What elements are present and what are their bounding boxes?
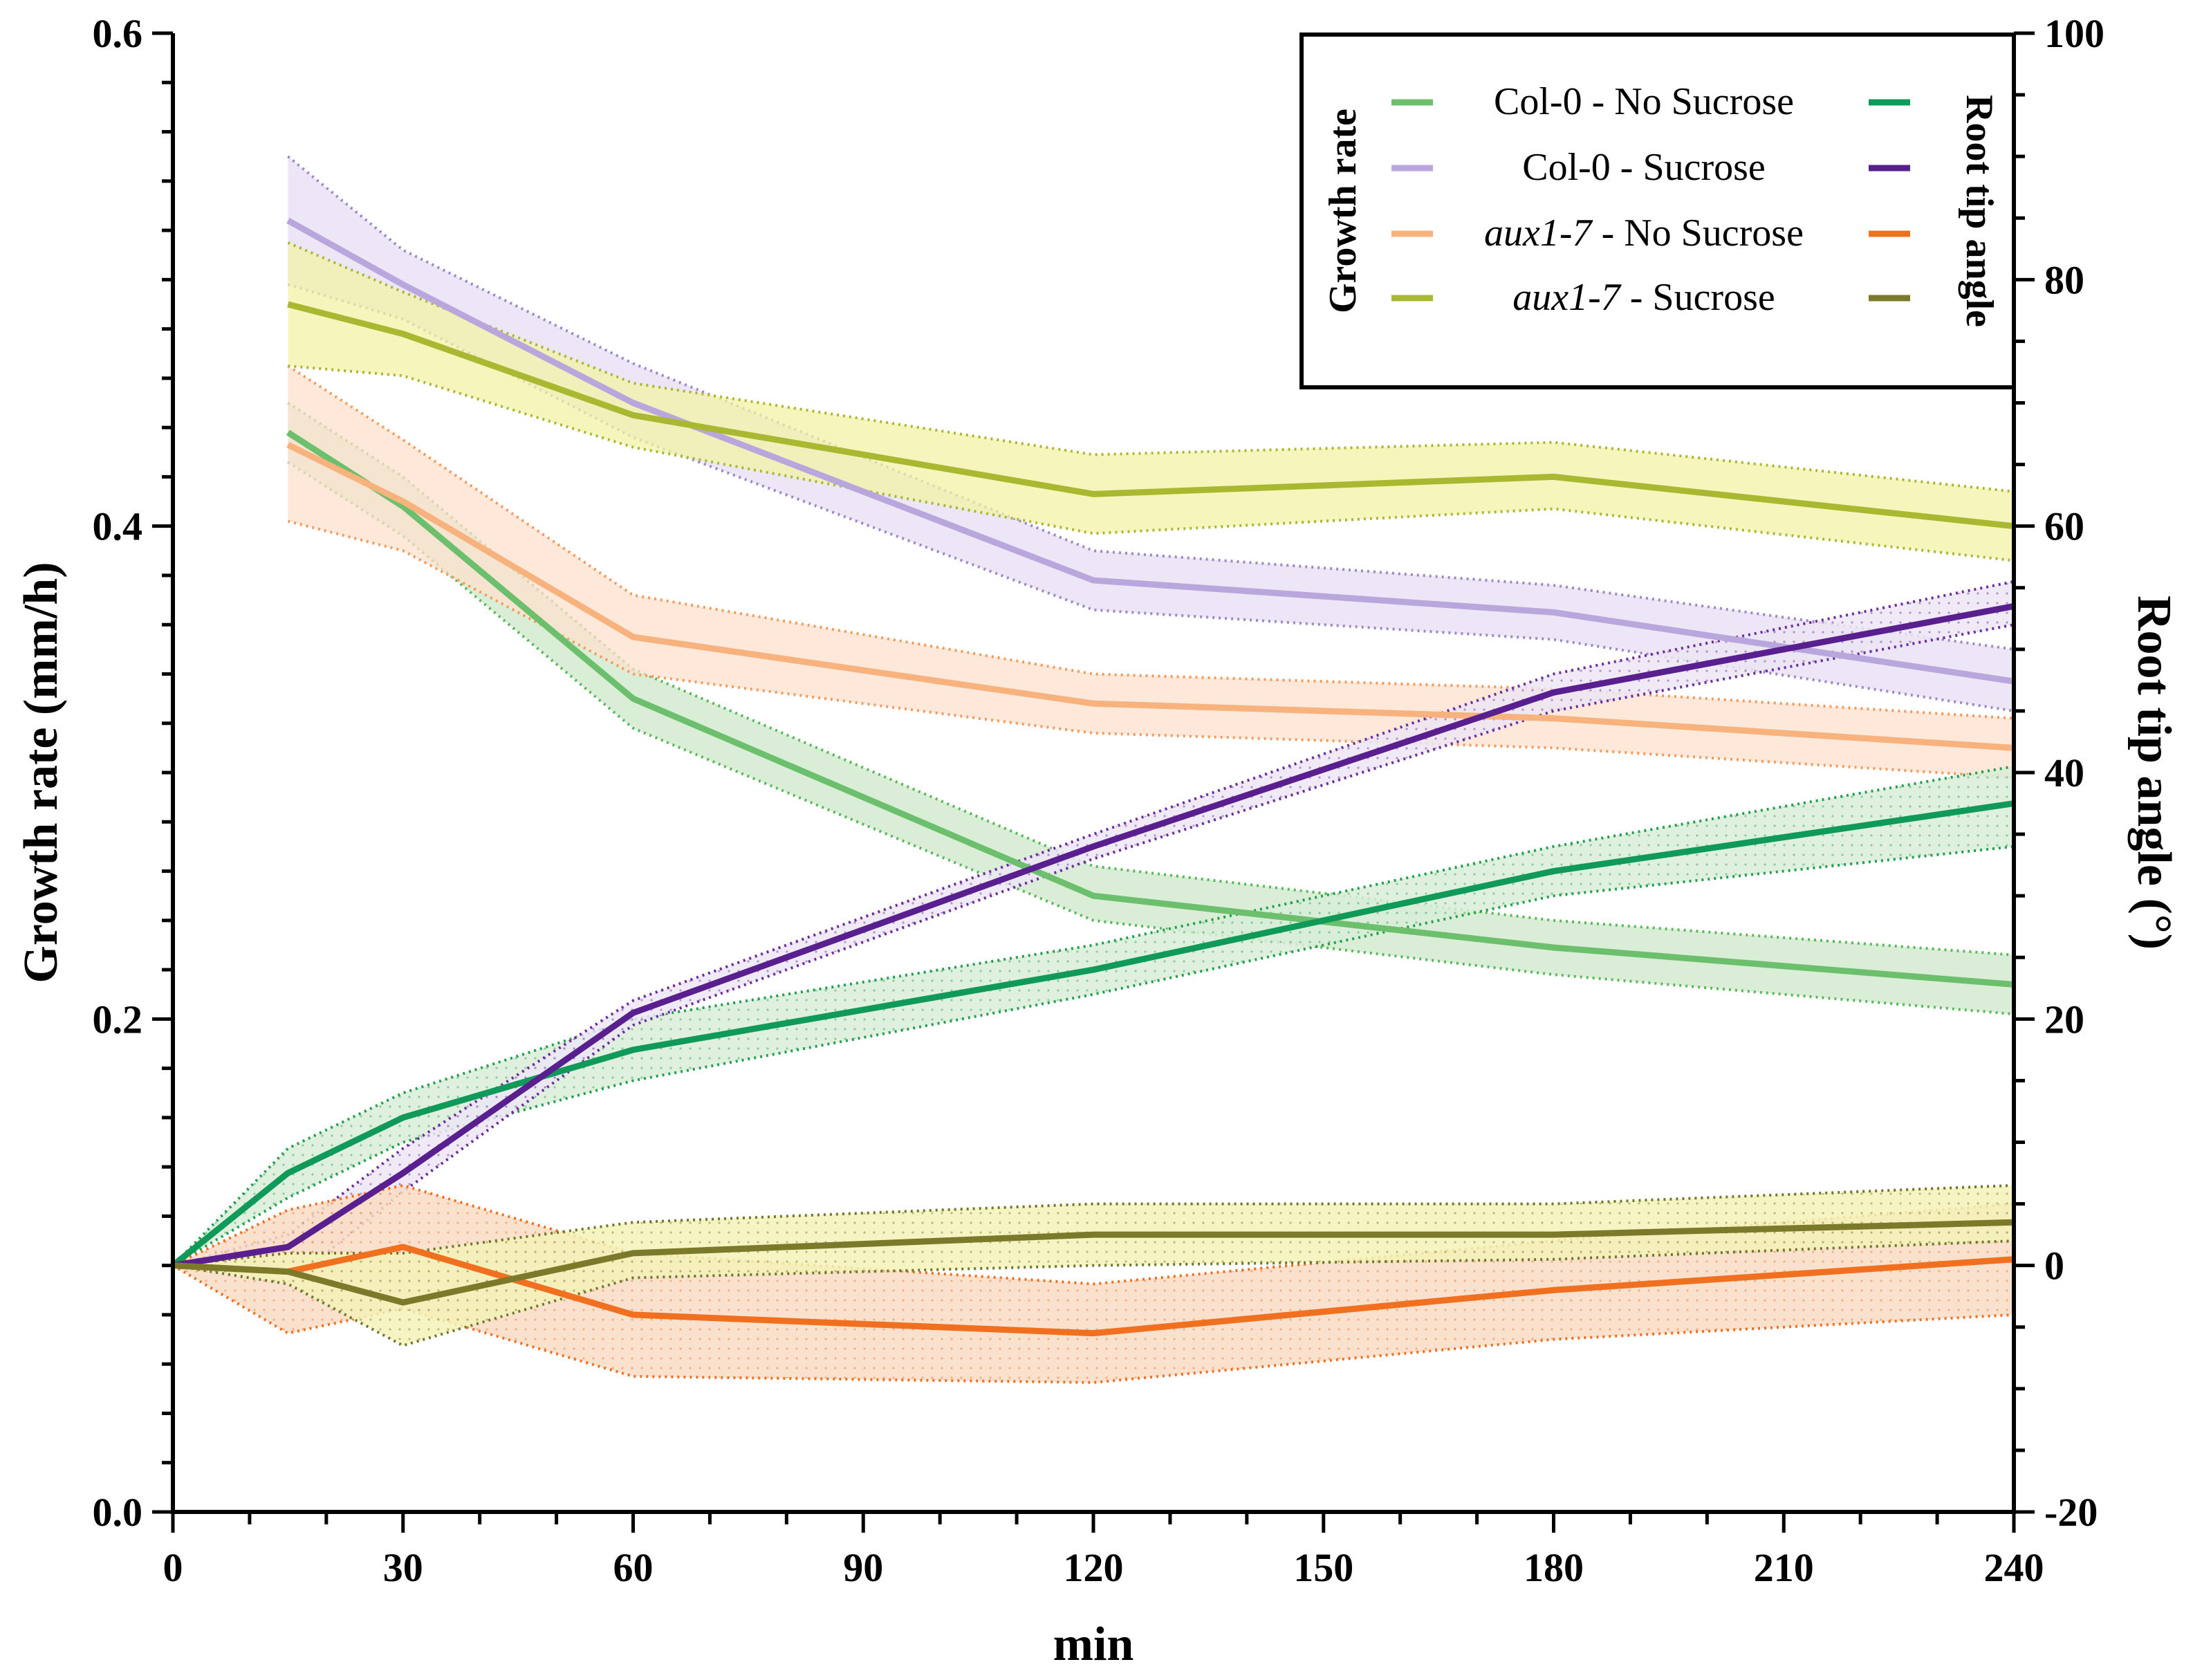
band-col-0-no-sucrose-root-tip-angle [173,766,2014,1266]
y-tick-label: 0.4 [93,504,143,549]
band-aux1-7-no-sucrose-root-tip-angle [173,1185,2014,1383]
band-lower-aux1-7-no-sucrose-root-tip-angle [172,1264,2015,1384]
axes: 0 30 60 90 120 150 180 210 240 0.0 0.2 0.4 0.6 -20 0 20… [15,11,2181,1671]
band-lower-col-0-no-sucrose-root-tip-angle [172,844,2015,1267]
band-lower-aux1-7-no-sucrose-growth-rate [287,519,2015,779]
x-tick-label: 120 [1064,1545,1124,1590]
y-tick-label: 0.0 [93,1490,143,1535]
y2-tick-label: 80 [2044,257,2084,302]
x-axis-title: min [1053,1618,1134,1671]
legend-label: aux1-7 - No Sucrose [1484,212,1804,255]
band-lower-aux1-7-sucrose-root-tip-angle [172,1239,2015,1347]
y-tick-label: 0.6 [93,11,143,56]
line-col-0-sucrose-root-tip-angle [172,603,2015,1269]
band-aux1-7-no-sucrose-growth-rate [288,366,2014,778]
y2-tick-label: 60 [2044,504,2084,549]
y2-tick-label: 0 [2044,1244,2064,1289]
legend-label: aux1-7 - Sucrose [1512,276,1775,319]
x-tick-label: 30 [383,1545,423,1590]
legend-box [1299,33,2016,389]
band-upper-aux1-7-no-sucrose-growth-rate [287,364,2015,720]
y2-tick-label: 40 [2044,750,2084,795]
legend-label: Col-0 - No Sucrose [1494,80,1794,123]
legend-label: Col-0 - Sucrose [1522,146,1766,189]
line-aux1-7-sucrose-growth-rate [287,301,2015,530]
y2-tick-label: 20 [2044,997,2084,1042]
line-aux1-7-sucrose-root-tip-angle [172,1219,2015,1306]
legend-title-root-tip-angle: Root tip angle [1958,95,2001,327]
x-tick-label: 180 [1524,1545,1584,1590]
legend-title-growth-rate: Growth rate [1322,109,1364,313]
band-col-0-no-sucrose-growth-rate [288,403,2014,1015]
y-axis-title: Growth rate (mm/h) [15,562,68,983]
y-tick-label: 0.2 [93,997,143,1042]
legend: Growth rate Root tip angle Col-0 - No Sucr… [1299,33,2016,389]
band-lower-col-0-sucrose-root-tip-angle [172,623,2015,1286]
y2-tick-label: -20 [2044,1490,2098,1535]
legend-label-italic: aux1-7 [1484,212,1593,255]
x-tick-label: 60 [613,1545,654,1590]
series-lines [171,217,2015,1337]
x-tick-label: 240 [1984,1545,2044,1590]
y2-axis-title: Root tip angle (°) [2127,596,2181,950]
line-col-0-no-sucrose-root-tip-angle [171,800,2015,1268]
band-upper-aux1-7-sucrose-growth-rate [287,241,2015,493]
x-tick-label: 90 [843,1545,883,1590]
band-upper-aux1-7-sucrose-root-tip-angle [172,1183,2015,1267]
line-aux1-7-no-sucrose-growth-rate [286,442,2015,751]
legend-label-italic: aux1-7 [1512,276,1622,319]
y2-tick-label: 100 [2044,11,2104,56]
x-tick-label: 150 [1293,1545,1353,1590]
x-tick-label: 210 [1754,1545,1814,1590]
band-upper-col-0-no-sucrose-root-tip-angle [172,765,2015,1267]
legend-label-rest: - Sucrose [1620,276,1775,319]
line-col-0-sucrose-growth-rate [286,217,2015,685]
x-tick-label: 0 [163,1545,183,1590]
legend-label-rest: - No Sucrose [1592,212,1804,255]
